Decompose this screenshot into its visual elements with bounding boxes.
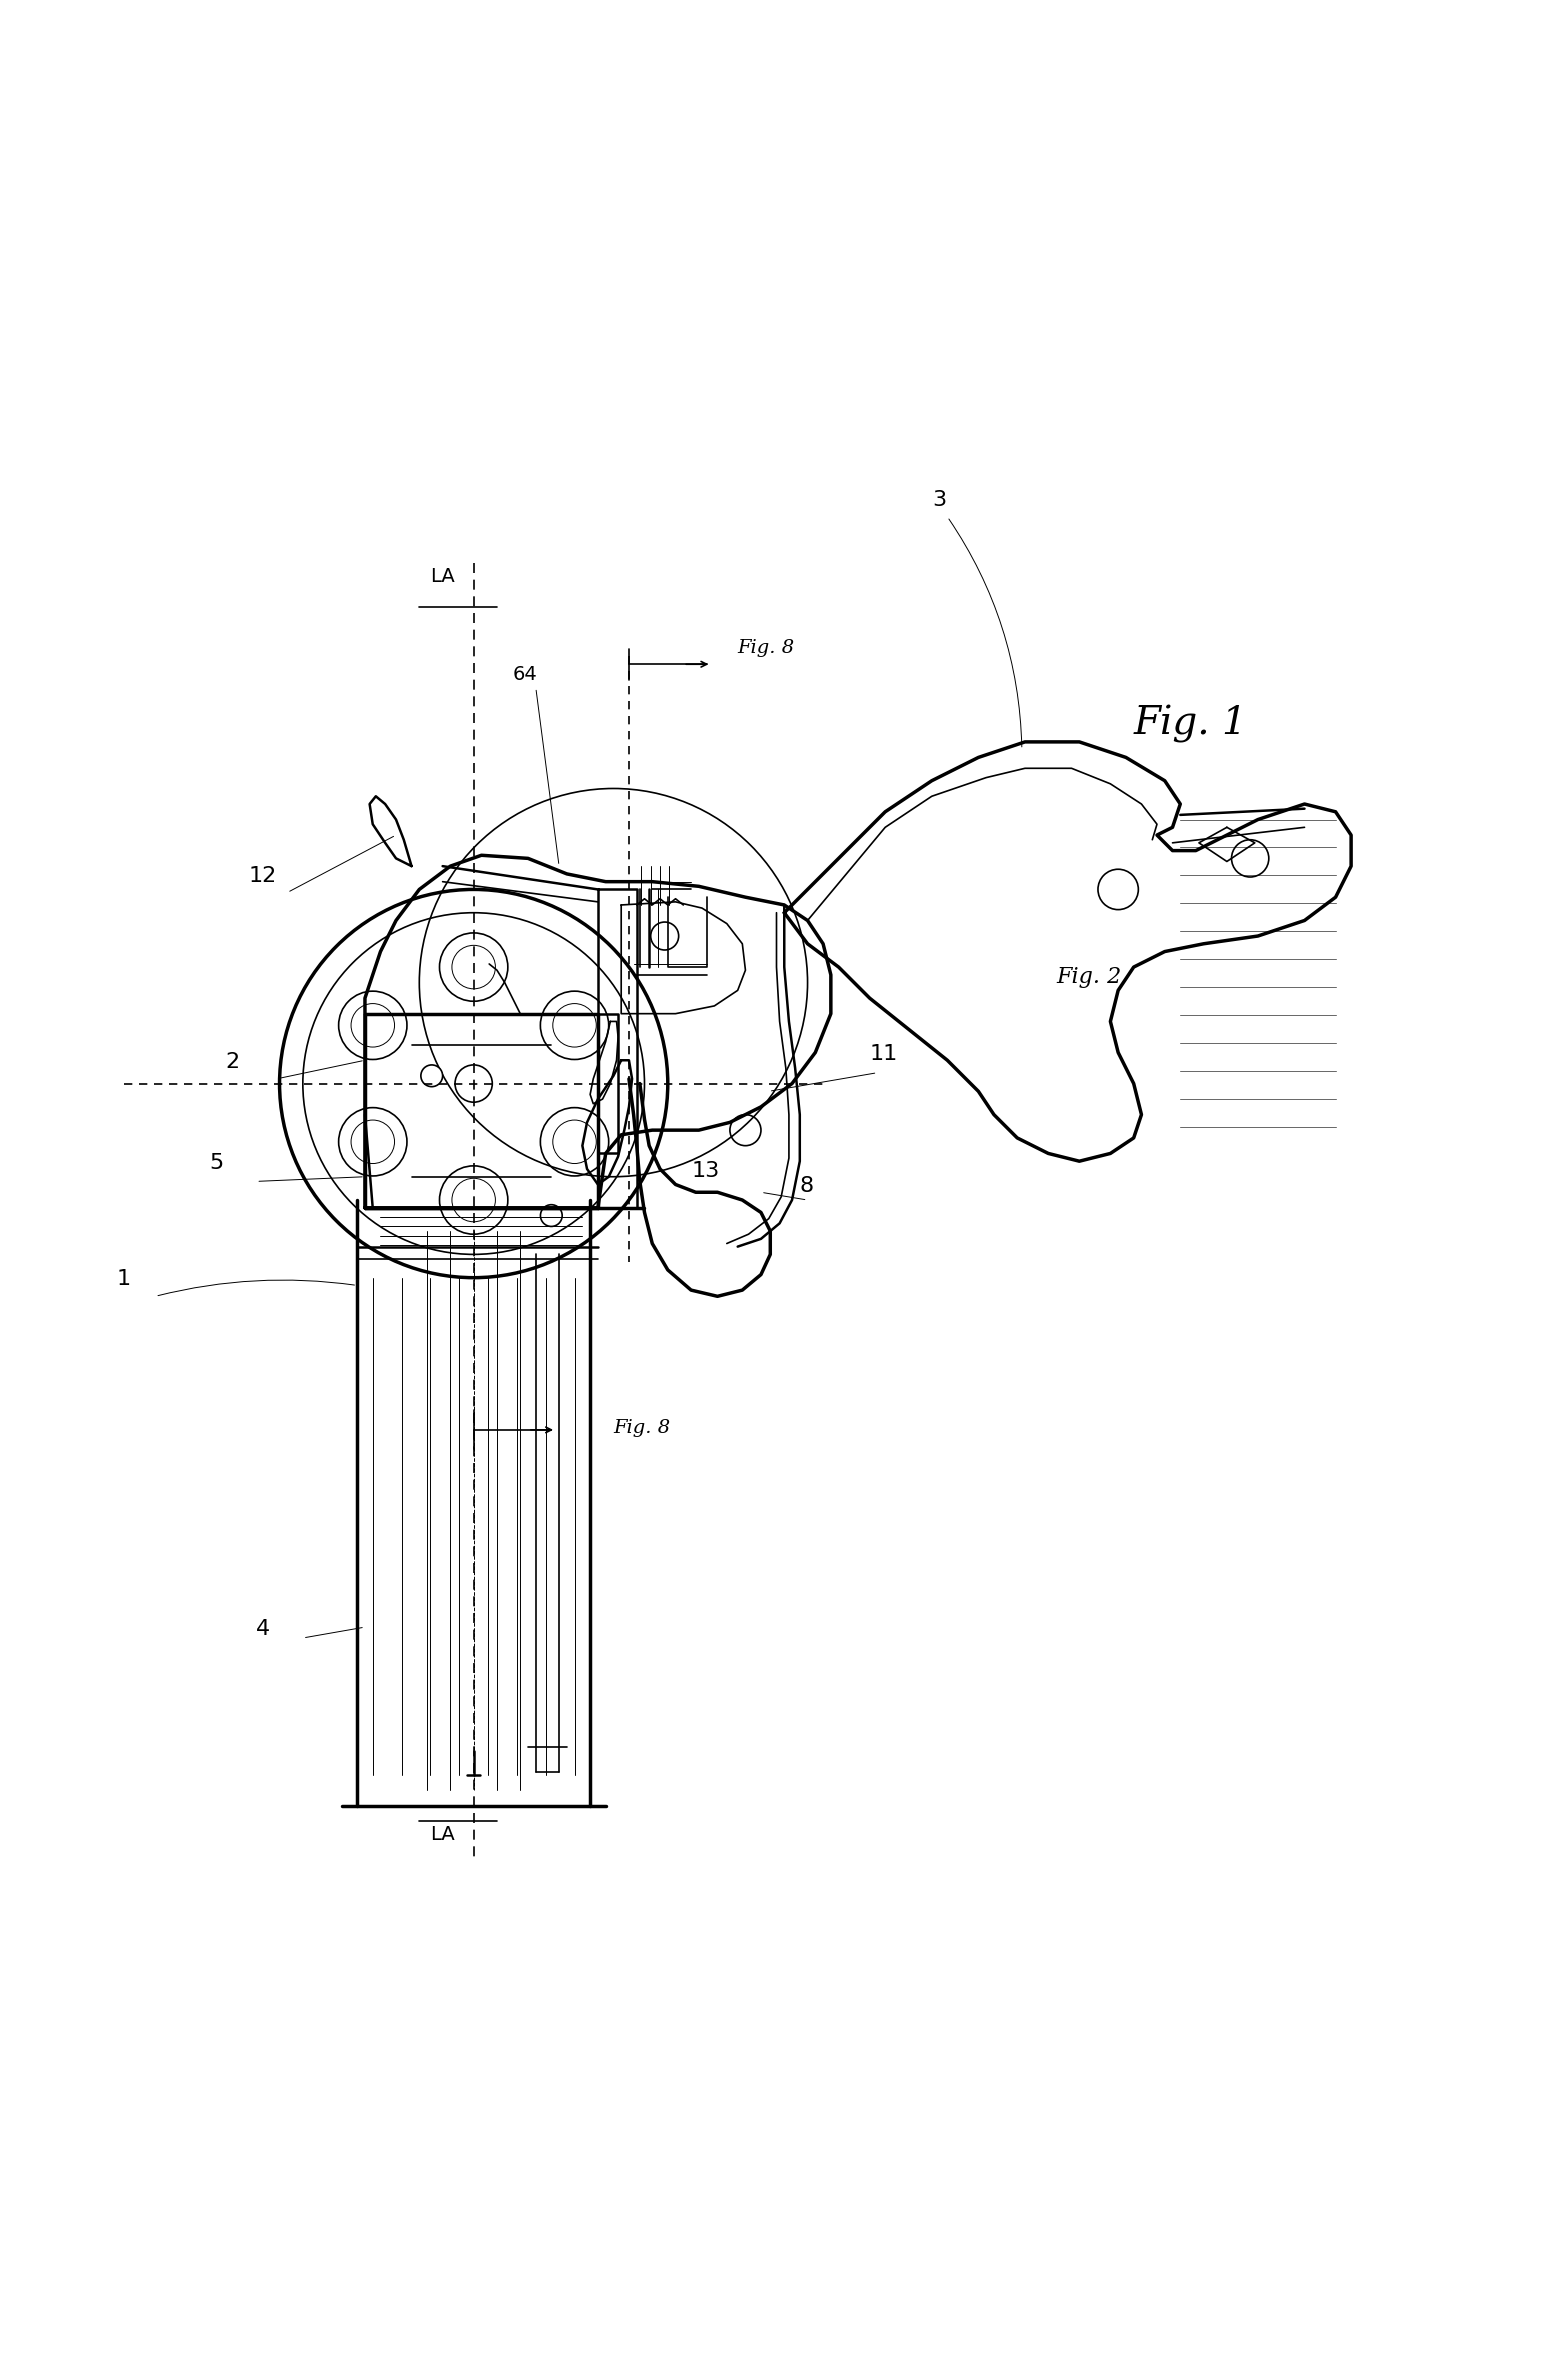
Text: 5: 5 xyxy=(210,1154,224,1173)
Circle shape xyxy=(339,990,407,1059)
Text: LA: LA xyxy=(430,566,455,585)
Circle shape xyxy=(439,1166,508,1234)
Text: 1: 1 xyxy=(116,1270,130,1289)
Circle shape xyxy=(421,1066,443,1087)
Text: 12: 12 xyxy=(248,865,276,886)
Text: Fig. 2: Fig. 2 xyxy=(1056,967,1121,988)
Circle shape xyxy=(455,1066,492,1102)
Text: 3: 3 xyxy=(932,490,946,509)
Circle shape xyxy=(439,933,508,1002)
Circle shape xyxy=(339,1109,407,1175)
Circle shape xyxy=(540,1206,562,1227)
Text: 8: 8 xyxy=(800,1177,814,1196)
Text: Fig. 8: Fig. 8 xyxy=(613,1419,671,1438)
Circle shape xyxy=(540,1109,609,1175)
Text: 11: 11 xyxy=(870,1045,898,1064)
Text: 64: 64 xyxy=(512,666,537,685)
Text: 4: 4 xyxy=(256,1618,270,1639)
Circle shape xyxy=(540,990,609,1059)
Text: 2: 2 xyxy=(225,1052,239,1073)
Text: Fig. 1: Fig. 1 xyxy=(1134,704,1247,741)
Text: 13: 13 xyxy=(691,1161,719,1180)
Text: Fig. 8: Fig. 8 xyxy=(738,640,795,656)
Text: LA: LA xyxy=(430,1824,455,1843)
